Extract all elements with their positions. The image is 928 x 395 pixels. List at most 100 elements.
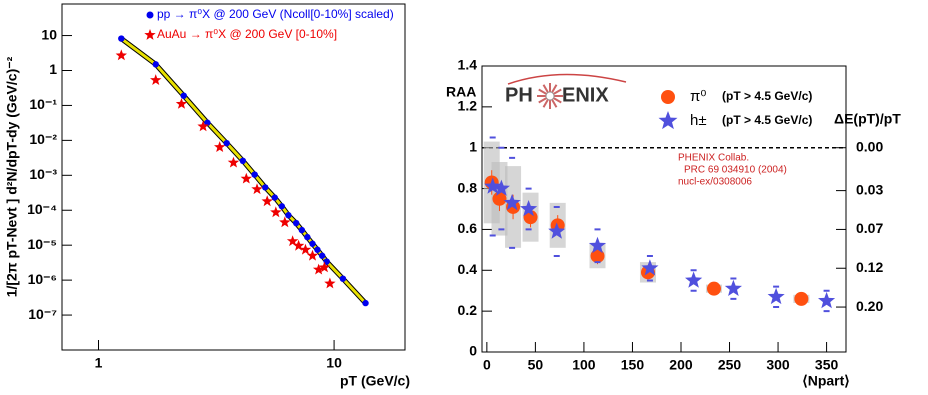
data-point xyxy=(520,200,538,217)
x-tick-label: 10 xyxy=(326,355,342,371)
y-tick-label: 0 xyxy=(469,343,477,359)
x-tick-label: 0 xyxy=(483,357,491,373)
x-tick-label: 200 xyxy=(669,357,693,373)
error-dashes xyxy=(553,205,560,257)
error-dashes xyxy=(690,269,697,292)
y2-tick-label: 0.12 xyxy=(856,259,883,275)
y-tick-label: 1 xyxy=(469,138,477,154)
x-tick-label: 50 xyxy=(528,357,544,373)
data-point xyxy=(150,74,162,85)
y2-tick-label: 0.03 xyxy=(856,181,883,197)
data-point xyxy=(323,258,330,265)
data-point xyxy=(304,233,311,241)
annotation: PRC 69 034910 (2004) xyxy=(684,165,787,176)
legend-marker xyxy=(661,90,675,104)
data-point xyxy=(118,35,125,42)
x-tick-label: 150 xyxy=(621,357,645,373)
logo-left: PH xyxy=(505,84,533,106)
y-tick-label: 0.4 xyxy=(458,261,478,277)
data-point xyxy=(339,275,347,282)
data-point xyxy=(306,249,319,261)
annotation: nucl-ex/0308006 xyxy=(678,177,752,188)
y2-tick-label: 0.07 xyxy=(856,220,883,236)
data-point xyxy=(492,179,510,196)
annotation: PHENIX Collab. xyxy=(678,153,749,164)
logo-ray xyxy=(542,98,549,108)
error-dashes xyxy=(823,289,830,313)
y-tick-label: 1.4 xyxy=(458,57,478,73)
data-point xyxy=(324,277,336,289)
logo-arc xyxy=(507,73,627,85)
data-point xyxy=(240,172,252,184)
y-axis-label: RAA xyxy=(446,84,476,100)
data-point xyxy=(239,157,247,165)
plot-frame xyxy=(481,65,847,353)
data-point xyxy=(641,259,659,276)
y-tick-label: 0.2 xyxy=(458,302,478,318)
logo-ray xyxy=(538,88,548,95)
data-point xyxy=(115,49,127,61)
data-point xyxy=(271,194,278,201)
y-tick-label: 10⁻⁵ xyxy=(27,236,57,252)
data-point xyxy=(767,287,785,305)
error-dashes xyxy=(525,187,532,231)
y-tick-label: 10 xyxy=(41,26,57,42)
y-tick-label: 10⁻⁷ xyxy=(28,306,57,322)
data-point xyxy=(285,212,292,219)
data-layer xyxy=(115,35,369,307)
logo-ray xyxy=(538,97,548,104)
legend-cut: (pT > 4.5 GeV/c) xyxy=(722,89,812,103)
data-point xyxy=(318,261,331,273)
y-tick-label: 0.8 xyxy=(458,179,478,195)
y-tick-label: 10⁻¹ xyxy=(29,96,57,112)
data-point xyxy=(279,216,291,228)
y2-axis-label: ΔE(pT)/pT xyxy=(834,111,901,127)
y-tick-label: 1 xyxy=(49,61,57,77)
y-tick-label: 10⁻³ xyxy=(29,166,57,182)
legend-marker xyxy=(144,29,156,40)
data-point xyxy=(261,184,269,191)
logo-ray xyxy=(551,98,558,108)
legend-label: π⁰ xyxy=(690,88,706,105)
x-tick-label: 250 xyxy=(718,357,742,373)
logo-ray xyxy=(542,84,549,94)
y-tick-label: 1.2 xyxy=(458,98,478,114)
panel-0: 1 10 10⁻⁷ 10⁻⁶ 10⁻⁵ 10⁻⁴ 10⁻³ 10⁻² 10⁻¹ 1 10 pT (Ge… xyxy=(4,3,410,389)
x-axis-label: ⟨Npart⟩ xyxy=(802,373,849,389)
y-tick-label: 10⁻² xyxy=(29,131,57,147)
legend-marker xyxy=(146,11,154,19)
logo-ray xyxy=(552,97,562,104)
panel-1: 0 50 100 150 200 250 300 350 0 0.2 0.4 0.6 0.8 1 1.2 1.… xyxy=(446,57,901,389)
x-tick-label: 100 xyxy=(572,357,596,373)
y-tick-label: 10⁻⁴ xyxy=(27,201,57,217)
data-point xyxy=(794,291,809,306)
logo-sun xyxy=(537,83,563,109)
error-dashes xyxy=(594,228,601,264)
y2-tick-label: 0.00 xyxy=(856,138,883,154)
data-point xyxy=(251,183,263,195)
data-point xyxy=(492,191,507,206)
data-point xyxy=(299,243,312,255)
data-point xyxy=(227,156,240,168)
error-dashes xyxy=(489,136,496,237)
data-point xyxy=(362,299,369,307)
x-axis-label: pT (GeV/c) xyxy=(340,373,410,389)
data-point xyxy=(292,219,300,227)
data-point xyxy=(685,271,703,288)
data-point xyxy=(292,239,305,251)
data-point xyxy=(214,141,226,152)
data-point xyxy=(223,139,230,147)
data-point xyxy=(318,252,326,259)
data-point xyxy=(484,177,502,194)
legend-label: pp → π⁰X @ 200 GeV (Ncoll[0-10%] scaled) xyxy=(157,7,394,21)
data-point xyxy=(261,195,273,207)
plot-frame xyxy=(61,3,406,351)
y-tick-label: 0.6 xyxy=(458,220,478,236)
legend-marker xyxy=(658,111,678,130)
logo-ray xyxy=(552,88,562,95)
data-point xyxy=(298,226,306,234)
error-dashes xyxy=(646,254,653,282)
data-point xyxy=(724,279,742,296)
y-tick-label: 10⁻⁶ xyxy=(28,271,57,287)
